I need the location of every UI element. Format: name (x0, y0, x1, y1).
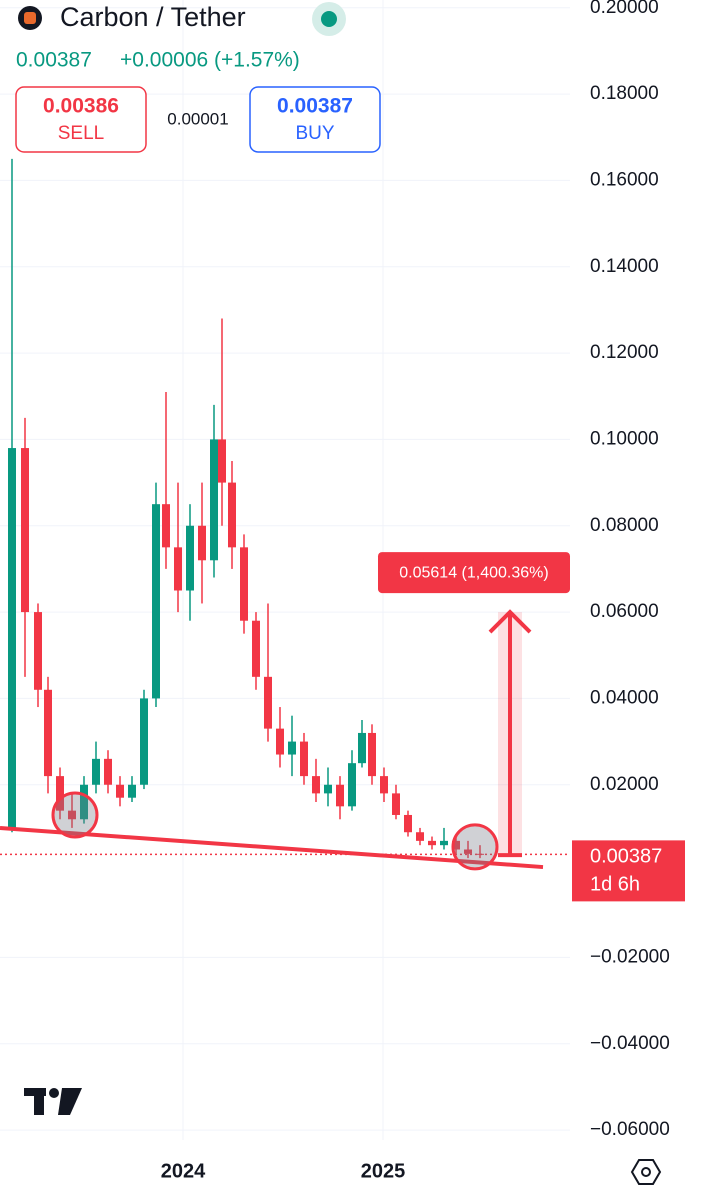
candle-body (104, 758, 112, 785)
candle-body (392, 793, 400, 815)
y-tick-label: 0.18000 (590, 83, 659, 104)
countdown-label: 1d 6h (590, 874, 640, 896)
candle-body (324, 784, 332, 794)
y-tick-label: −0.06000 (590, 1119, 670, 1140)
y-tick-label: 0.02000 (590, 774, 659, 795)
candle-body (152, 504, 160, 699)
candle-body (404, 814, 412, 833)
settings-icon[interactable] (630, 1159, 662, 1185)
measure-label-box (378, 552, 570, 594)
candle-body (336, 784, 344, 807)
last-price-box (572, 840, 685, 902)
candle-body (56, 776, 64, 811)
x-tick-label: 2025 (361, 1160, 406, 1182)
candle-body (300, 741, 308, 777)
plot-area: 0.20000 0.18000 0.16000 0.14000 0.12000 0.100… (0, 0, 670, 1182)
y-tick-label: −0.04000 (590, 1033, 670, 1054)
y-tick-label: 0.06000 (590, 601, 659, 622)
candle-body (44, 689, 52, 777)
candle-body (440, 840, 448, 846)
candle-body (116, 784, 124, 798)
candle-body (228, 482, 236, 548)
symbol-icon-inner (24, 12, 36, 24)
candle-body (380, 776, 388, 794)
candle-body (162, 504, 170, 548)
candle-body (8, 448, 16, 828)
tradingview-logo (24, 1088, 82, 1115)
y-tick-label: 0.16000 (590, 169, 659, 190)
candle-body (252, 620, 260, 677)
symbol-title: Carbon / Tether (60, 2, 246, 32)
candle-body (174, 547, 182, 591)
measure-arrowhead (488, 609, 532, 634)
candle-body (92, 758, 100, 785)
y-tick-label: −0.02000 (590, 946, 670, 967)
candle-body (348, 763, 356, 807)
price-change: +0.00006 (+1.57%) (120, 49, 300, 72)
y-tick-label: 0.12000 (590, 342, 659, 363)
candle-body (198, 525, 206, 561)
candle-body (464, 849, 472, 854)
buy-price: 0.00387 (277, 95, 353, 118)
buy-label: BUY (295, 123, 334, 144)
candle-body (428, 840, 436, 846)
y-tick-label: 0.04000 (590, 687, 659, 708)
candle-body (21, 448, 29, 613)
buy-button[interactable] (249, 86, 381, 153)
sell-button[interactable] (15, 86, 147, 153)
candle-body (264, 676, 272, 729)
candle-body (416, 832, 424, 841)
candle-body (288, 741, 296, 755)
candle-body (452, 840, 460, 850)
last-price: 0.00387 (16, 49, 92, 72)
measure-label: 0.05614 (1,400.36%) (399, 564, 548, 581)
x-tick-label: 2024 (161, 1160, 206, 1182)
candle-body (312, 776, 320, 794)
candle-body (358, 732, 366, 764)
candle-body (80, 784, 88, 820)
sell-label: SELL (58, 123, 104, 144)
candle-body (34, 612, 42, 690)
status-dot (321, 11, 337, 27)
candle-body (128, 784, 136, 798)
candle-body (186, 525, 194, 591)
candle-body (276, 728, 284, 755)
candle-body (240, 547, 248, 621)
highlight-circle (451, 823, 499, 871)
candle-body (210, 439, 218, 561)
candle-body (68, 810, 76, 820)
y-tick-label: 0.20000 (590, 0, 659, 18)
y-tick-label: 0.14000 (590, 256, 659, 277)
spread: 0.00001 (167, 109, 228, 128)
sell-price: 0.00386 (43, 95, 119, 118)
candle-body (368, 732, 376, 777)
y-tick-label: 0.08000 (590, 515, 659, 536)
y-tick-label: 0.10000 (590, 428, 659, 449)
trend-line (0, 826, 544, 870)
candle-body (218, 439, 226, 483)
last-price-label: 0.00387 (590, 846, 662, 868)
highlight-circle (51, 791, 99, 839)
candle-body (140, 698, 148, 785)
